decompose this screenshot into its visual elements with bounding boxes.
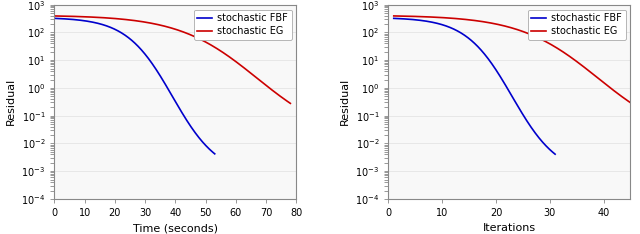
stochastic FBF bbox=[79, 19, 86, 22]
stochastic EG bbox=[390, 15, 397, 17]
Line: stochastic FBF: stochastic FBF bbox=[394, 18, 555, 154]
stochastic FBF bbox=[419, 19, 426, 22]
stochastic EG bbox=[287, 102, 294, 105]
stochastic FBF bbox=[431, 22, 439, 24]
stochastic EG bbox=[548, 44, 556, 46]
stochastic FBF bbox=[485, 58, 493, 61]
Line: stochastic EG: stochastic EG bbox=[394, 16, 630, 103]
Y-axis label: Residual: Residual bbox=[340, 78, 349, 125]
stochastic FBF bbox=[92, 21, 99, 24]
stochastic EG bbox=[208, 44, 216, 47]
stochastic EG bbox=[432, 16, 440, 19]
X-axis label: Iterations: Iterations bbox=[483, 223, 536, 234]
stochastic FBF bbox=[51, 17, 58, 20]
stochastic EG bbox=[497, 24, 505, 26]
stochastic FBF bbox=[390, 17, 397, 20]
stochastic FBF bbox=[511, 100, 519, 103]
stochastic FBF bbox=[211, 152, 219, 155]
stochastic FBF bbox=[145, 58, 153, 61]
Y-axis label: Residual: Residual bbox=[6, 78, 15, 125]
stochastic FBF bbox=[123, 35, 131, 38]
stochastic FBF bbox=[551, 153, 559, 156]
Legend: stochastic FBF, stochastic EG: stochastic FBF, stochastic EG bbox=[527, 10, 625, 40]
stochastic EG bbox=[51, 15, 58, 17]
stochastic EG bbox=[568, 57, 576, 59]
stochastic EG bbox=[157, 24, 165, 27]
Line: stochastic FBF: stochastic FBF bbox=[54, 18, 215, 154]
stochastic FBF bbox=[172, 100, 179, 102]
stochastic EG bbox=[189, 35, 197, 37]
stochastic EG bbox=[529, 34, 537, 37]
stochastic FBF bbox=[157, 77, 165, 79]
stochastic EG bbox=[228, 57, 236, 60]
stochastic EG bbox=[111, 17, 119, 20]
stochastic FBF bbox=[498, 77, 506, 80]
stochastic EG bbox=[451, 17, 458, 20]
Legend: stochastic FBF, stochastic EG: stochastic FBF, stochastic EG bbox=[193, 10, 292, 40]
stochastic EG bbox=[627, 101, 634, 104]
X-axis label: Time (seconds): Time (seconds) bbox=[133, 223, 218, 234]
stochastic EG bbox=[92, 16, 100, 19]
stochastic FBF bbox=[463, 35, 470, 38]
Line: stochastic EG: stochastic EG bbox=[54, 16, 291, 103]
